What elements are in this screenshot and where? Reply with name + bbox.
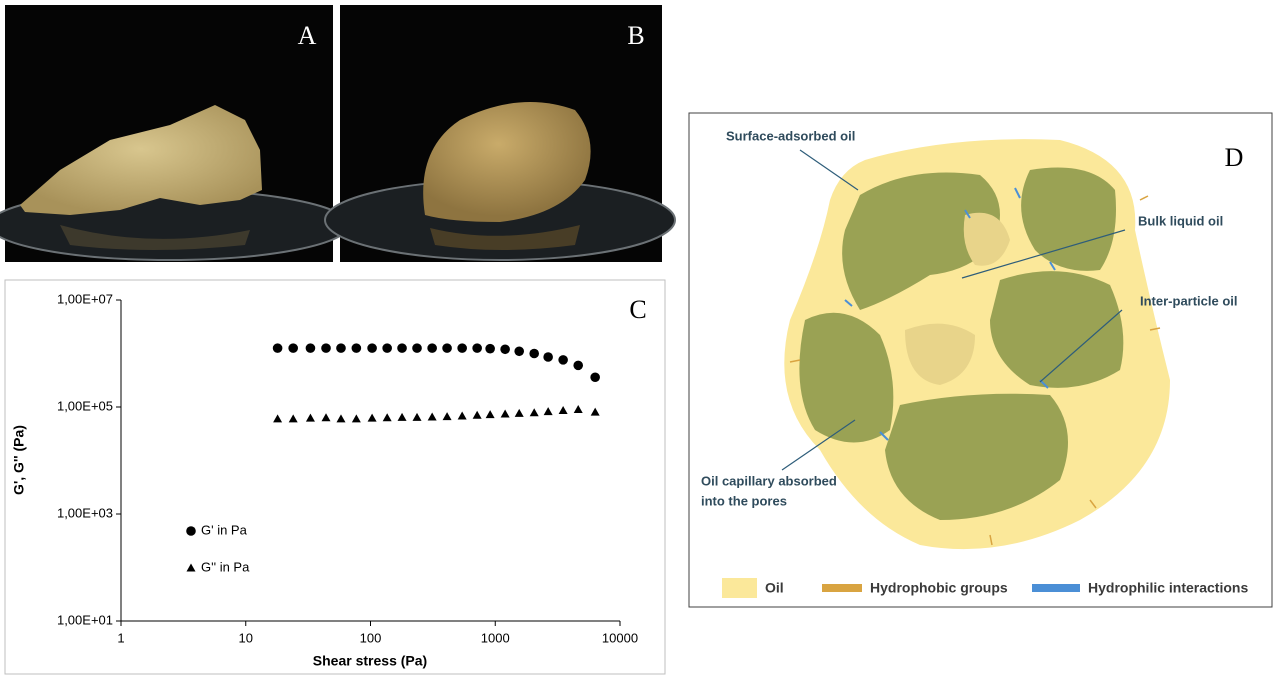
point [485, 344, 495, 354]
y-tick-label: 1,00E+07 [57, 291, 113, 306]
point [472, 343, 482, 353]
callout-label: Bulk liquid oil [1138, 213, 1223, 228]
point [457, 343, 467, 353]
legend-label: Hydrophilic interactions [1088, 580, 1248, 596]
point [336, 343, 346, 353]
point [273, 343, 283, 353]
point [558, 355, 568, 365]
y-tick-label: 1,00E+05 [57, 398, 113, 413]
point [427, 343, 437, 353]
point [321, 343, 331, 353]
legend-marker [186, 526, 196, 536]
point [590, 372, 600, 382]
chart-c: C Shear stress (Pa) G', G'' (Pa) 1,00E+0… [5, 280, 665, 674]
callout-label: Oil capillary absorbed [701, 473, 837, 488]
point [412, 343, 422, 353]
panel-label: B [627, 21, 644, 50]
x-tick-label: 100 [360, 630, 382, 645]
x-tick-label: 1000 [481, 630, 510, 645]
point [442, 343, 452, 353]
point [514, 346, 524, 356]
legend-swatch [822, 584, 862, 592]
callout-label: into the pores [701, 493, 787, 508]
panel-label: D [1225, 143, 1244, 172]
legend-label: G' in Pa [201, 522, 248, 537]
x-tick-label: 1 [117, 630, 124, 645]
panel-label: A [298, 21, 317, 50]
point [352, 343, 362, 353]
point [367, 343, 377, 353]
y-tick-label: 1,00E+01 [57, 612, 113, 627]
legend-label: Hydrophobic groups [870, 580, 1008, 596]
point [543, 352, 553, 362]
y-axis-title: G', G'' (Pa) [11, 425, 27, 495]
legend-swatch [722, 578, 757, 598]
point [573, 361, 583, 371]
photo-a: A [0, 5, 349, 262]
figure: A B C Shear stress (Pa) G', G'' (Pa) 1,0… [0, 0, 1274, 675]
callout-label: Inter-particle oil [1140, 293, 1238, 308]
x-tick-label: 10 [239, 630, 253, 645]
point [382, 343, 392, 353]
diagram-d: D Surface-adsorbed oil Bulk liquid oil Int… [689, 113, 1272, 607]
panel-label: C [629, 295, 646, 324]
point [288, 343, 298, 353]
callout-label: Surface-adsorbed oil [726, 128, 855, 143]
point [529, 349, 539, 359]
photo-b: B [325, 5, 675, 262]
point [306, 343, 316, 353]
x-tick-label: 10000 [602, 630, 638, 645]
point [500, 344, 510, 354]
x-axis-title: Shear stress (Pa) [313, 653, 427, 669]
point [397, 343, 407, 353]
legend-swatch [1032, 584, 1080, 592]
legend-label: G'' in Pa [201, 559, 250, 574]
y-tick-label: 1,00E+03 [57, 505, 113, 520]
legend-label: Oil [765, 580, 784, 596]
